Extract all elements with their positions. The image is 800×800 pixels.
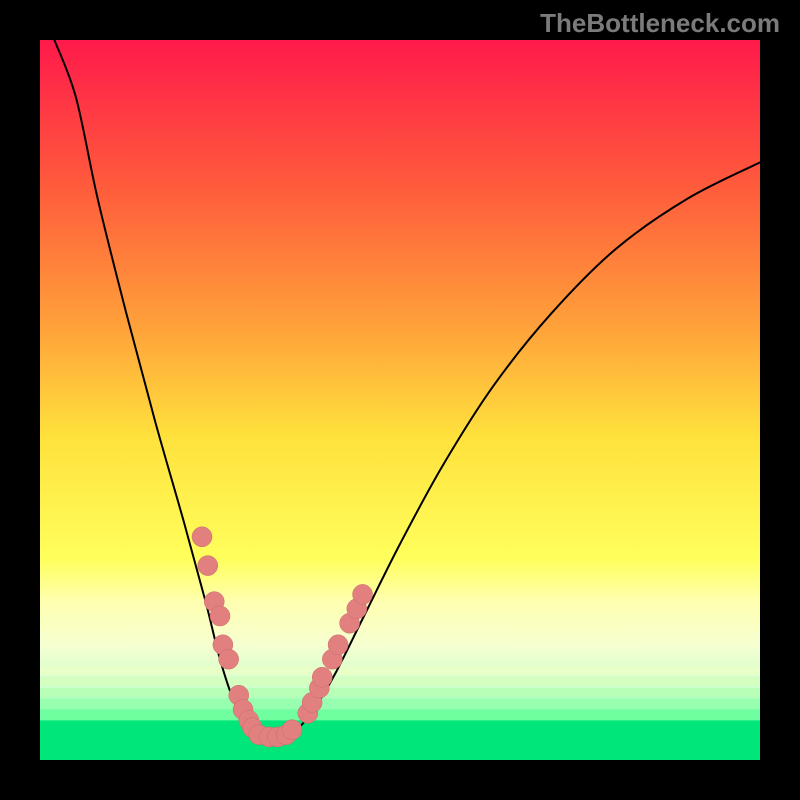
data-marker [353,584,373,604]
watermark-text: TheBottleneck.com [540,8,780,39]
green-stripe [40,710,760,719]
green-stripe [40,688,760,697]
data-marker [192,527,212,547]
data-marker [210,606,230,626]
green-stripes [40,666,760,760]
green-stripe [40,666,760,675]
green-stripe [40,677,760,686]
data-marker [219,649,239,669]
stage: TheBottleneck.com [0,0,800,800]
green-stripe [40,720,760,760]
data-marker [198,556,218,576]
data-marker [282,720,302,740]
data-marker [312,667,332,687]
plot-background [40,40,760,760]
data-marker [328,635,348,655]
plot-area [40,40,760,760]
green-stripe [40,699,760,708]
chart-svg [0,0,800,800]
